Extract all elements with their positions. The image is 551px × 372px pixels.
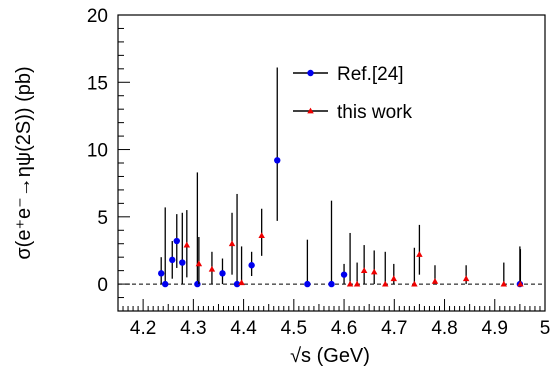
x-tick-label: 4.9 xyxy=(482,318,508,339)
x-tick-label: 4.8 xyxy=(431,318,457,339)
x-tick-label: 4.5 xyxy=(281,318,307,339)
y-axis-tick-labels: 0 5 10 15 20 xyxy=(87,6,108,296)
data-point xyxy=(162,280,169,288)
data-point xyxy=(238,279,245,286)
data-point xyxy=(462,275,470,282)
data-point xyxy=(416,251,423,257)
data-point xyxy=(431,278,439,284)
legend-marker-this-work xyxy=(307,107,314,114)
data-point xyxy=(258,232,265,239)
x-tick-label: 4.3 xyxy=(180,318,206,339)
y-tick-label: 5 xyxy=(97,208,108,229)
series-this-work xyxy=(183,208,524,287)
x-tick-label: 4.7 xyxy=(381,318,407,339)
data-point xyxy=(382,280,389,287)
y-tick-label: 15 xyxy=(87,73,108,94)
data-point xyxy=(328,280,335,288)
legend-label-this-work: this work xyxy=(337,102,412,123)
y-tick-label: 20 xyxy=(87,6,108,27)
data-point xyxy=(248,262,255,269)
data-point xyxy=(194,280,201,288)
data-point xyxy=(219,270,226,277)
series-ref xyxy=(158,67,524,288)
data-point xyxy=(304,280,311,288)
data-point xyxy=(158,270,165,277)
data-point xyxy=(274,157,281,164)
y-axis-ticks xyxy=(118,14,130,312)
x-tick-label: 4.4 xyxy=(230,318,257,339)
data-point xyxy=(228,240,236,247)
y-tick-label: 10 xyxy=(87,141,108,162)
data-point xyxy=(233,280,241,288)
legend-entry-this-work: this work xyxy=(293,102,412,123)
x-tick-label: 4.6 xyxy=(331,318,357,339)
data-point xyxy=(370,268,378,275)
data-point xyxy=(360,267,368,274)
x-axis-tick-labels: 4.2 4.3 4.4 4.5 4.6 4.7 4.8 4.9 5 xyxy=(130,318,550,339)
data-point xyxy=(208,265,216,272)
data-point xyxy=(179,259,186,266)
y-tick-label: 0 xyxy=(97,275,108,296)
data-point xyxy=(390,275,398,282)
legend: Ref.[24] this work xyxy=(293,64,412,123)
legend-marker-ref xyxy=(307,69,314,77)
data-point xyxy=(169,256,176,264)
x-tick-label: 5 xyxy=(540,318,551,339)
data-point xyxy=(346,280,354,287)
data-point xyxy=(340,271,348,278)
data-point xyxy=(500,280,508,287)
data-point xyxy=(173,237,180,245)
data-point xyxy=(353,280,361,287)
legend-entry-ref: Ref.[24] xyxy=(293,64,404,85)
x-axis-ticks xyxy=(117,299,546,311)
y-axis-title: σ(e⁺e⁻→ηψ(2S)) (pb) xyxy=(13,66,35,259)
data-point xyxy=(195,260,203,267)
data-series xyxy=(158,67,524,288)
x-tick-label: 4.2 xyxy=(130,318,156,339)
legend-label-ref: Ref.[24] xyxy=(337,64,404,85)
data-point xyxy=(517,280,524,287)
data-point xyxy=(183,241,191,248)
data-point xyxy=(411,280,418,287)
x-axis-title: √s (GeV) xyxy=(290,345,370,367)
